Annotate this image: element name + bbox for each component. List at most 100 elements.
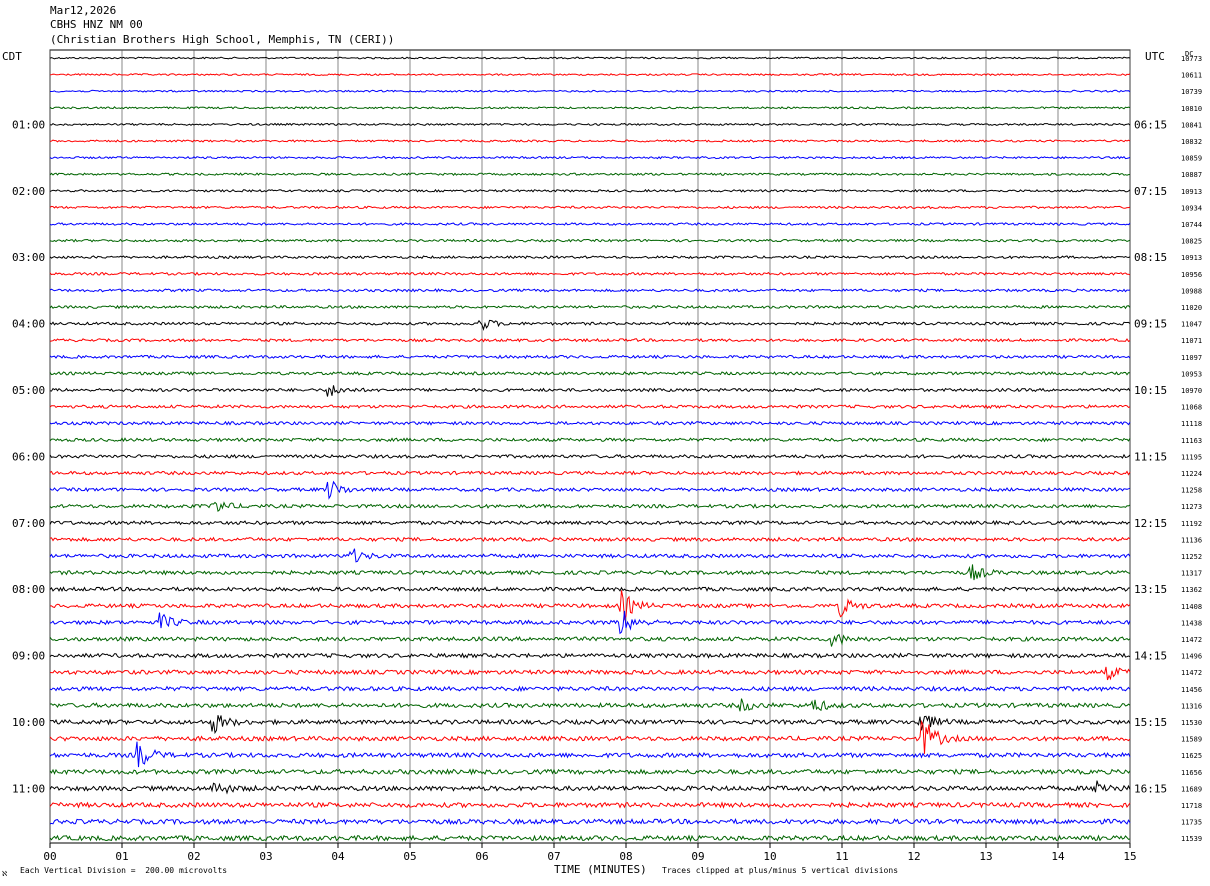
- seismic-trace: [50, 89, 1131, 93]
- seismic-trace: [49, 633, 1131, 647]
- x-tick-label: 09: [691, 850, 704, 863]
- cdt-time-label: 07:00: [12, 517, 45, 530]
- utc-time-label: 15:15: [1134, 716, 1167, 729]
- dc-offset-label: 11317: [1181, 570, 1202, 578]
- left-axis-title: CDT: [2, 50, 22, 63]
- dc-offset-label: 10913: [1181, 188, 1202, 196]
- seismic-trace: [49, 519, 1131, 526]
- utc-time-label: 08:15: [1134, 251, 1167, 264]
- x-tick-label: 00: [43, 850, 56, 863]
- utc-time-label: 07:15: [1134, 185, 1167, 198]
- seismic-trace: [49, 73, 1131, 77]
- seismic-trace: [49, 106, 1131, 110]
- dc-offset-label: 10825: [1181, 238, 1202, 246]
- seismic-trace: [49, 610, 1131, 635]
- x-axis-label: TIME (MINUTES): [554, 863, 647, 876]
- seismic-trace: [49, 385, 1131, 397]
- cdt-time-label: 09:00: [12, 650, 45, 663]
- x-tick-label: 13: [979, 850, 992, 863]
- cdt-time-label: 06:00: [12, 450, 45, 463]
- dc-offset-label: 10913: [1181, 254, 1202, 262]
- dc-offset-label: 11163: [1181, 437, 1202, 445]
- utc-time-label: 12:15: [1134, 517, 1167, 530]
- dc-offset-label: 11195: [1181, 453, 1202, 461]
- dc-offset-label: 11656: [1181, 769, 1202, 777]
- seismic-trace: [49, 698, 1131, 712]
- utc-time-label: 13:15: [1134, 583, 1167, 596]
- corner-symbol: ℵ: [2, 870, 8, 878]
- scale-note: Each Vertical Division = 200.00 microvol…: [20, 866, 228, 875]
- seismic-trace: [49, 404, 1131, 409]
- dc-offset-label: 10934: [1181, 204, 1202, 212]
- dc-offset-label: 11408: [1181, 603, 1202, 611]
- seismic-trace: [49, 719, 1131, 754]
- dc-offset-label: 11735: [1181, 819, 1202, 827]
- seismic-trace: [49, 564, 1131, 581]
- seismic-trace: [49, 288, 1131, 293]
- dc-offset-label: 11530: [1181, 719, 1202, 727]
- seismic-trace: [49, 139, 1131, 143]
- dc-offset-label: 11589: [1181, 736, 1202, 744]
- seismic-trace: [49, 780, 1131, 795]
- x-tick-label: 01: [115, 850, 128, 863]
- seismic-trace: [49, 453, 1131, 459]
- plot-date: Mar12,2026: [50, 4, 117, 17]
- seismic-trace: [49, 319, 1131, 332]
- dc-offset-label: 11689: [1181, 785, 1202, 793]
- dc-offset-label: 10970: [1181, 387, 1202, 395]
- dc-offset-label: 11224: [1181, 470, 1202, 478]
- dc-offset-label: 11362: [1181, 586, 1202, 594]
- dc-offset-label: 10953: [1181, 370, 1202, 378]
- x-tick-label: 07: [547, 850, 560, 863]
- utc-time-label: 14:15: [1134, 650, 1167, 663]
- seismic-trace: [49, 172, 1131, 176]
- utc-time-label: 11:15: [1134, 450, 1167, 463]
- dc-offset-label: 10988: [1181, 287, 1202, 295]
- seismic-trace: [49, 122, 1131, 126]
- utc-time-label: 16:15: [1134, 782, 1167, 795]
- cdt-time-label: 05:00: [12, 384, 45, 397]
- seismic-trace: [49, 188, 1131, 193]
- seismic-trace: [49, 304, 1131, 310]
- dc-offset-label: 11071: [1181, 337, 1202, 345]
- seismic-trace: [49, 470, 1131, 476]
- x-tick-label: 14: [1051, 850, 1065, 863]
- seismic-trace: [49, 768, 1131, 776]
- station-location: (Christian Brothers High School, Memphis…: [50, 33, 395, 46]
- dc-offset-label: 11252: [1181, 553, 1202, 561]
- dc-offset-label: 11316: [1181, 702, 1202, 710]
- dc-offset-label: 11192: [1181, 520, 1202, 528]
- seismic-trace: [49, 255, 1131, 260]
- x-tick-label: 05: [403, 850, 416, 863]
- cdt-time-label: 04:00: [12, 318, 45, 331]
- utc-time-label: 09:15: [1134, 318, 1167, 331]
- x-tick-label: 08: [619, 850, 632, 863]
- dc-offset-label: 11472: [1181, 636, 1202, 644]
- seismic-trace: [49, 834, 1131, 843]
- dc-offset-label: 10773: [1181, 55, 1202, 63]
- seismic-trace: [49, 741, 1131, 768]
- dc-offset-label: 10887: [1181, 171, 1202, 179]
- dc-offset-label: 11625: [1181, 752, 1202, 760]
- seismic-trace: [49, 354, 1131, 360]
- seismic-trace: [49, 652, 1131, 659]
- seismic-trace: [49, 536, 1131, 543]
- seismic-trace: [49, 480, 1131, 500]
- seismic-trace: [49, 818, 1131, 826]
- x-tick-label: 04: [331, 850, 345, 863]
- dc-offset-label: 11438: [1181, 619, 1202, 627]
- dc-offset-label: 11258: [1181, 487, 1202, 495]
- seismic-trace: [49, 685, 1131, 693]
- seismic-trace: [49, 238, 1131, 243]
- cdt-time-label: 03:00: [12, 251, 45, 264]
- dc-offset-label: 10739: [1181, 88, 1202, 96]
- dc-offset-label: 11047: [1181, 321, 1202, 329]
- x-tick-label: 06: [475, 850, 488, 863]
- dc-offset-label: 11718: [1181, 802, 1202, 810]
- dc-column-title: DC: [1185, 50, 1194, 58]
- x-tick-label: 03: [259, 850, 272, 863]
- utc-time-label: 06:15: [1134, 118, 1167, 131]
- dc-offset-label: 11539: [1181, 835, 1202, 843]
- x-tick-label: 15: [1123, 850, 1136, 863]
